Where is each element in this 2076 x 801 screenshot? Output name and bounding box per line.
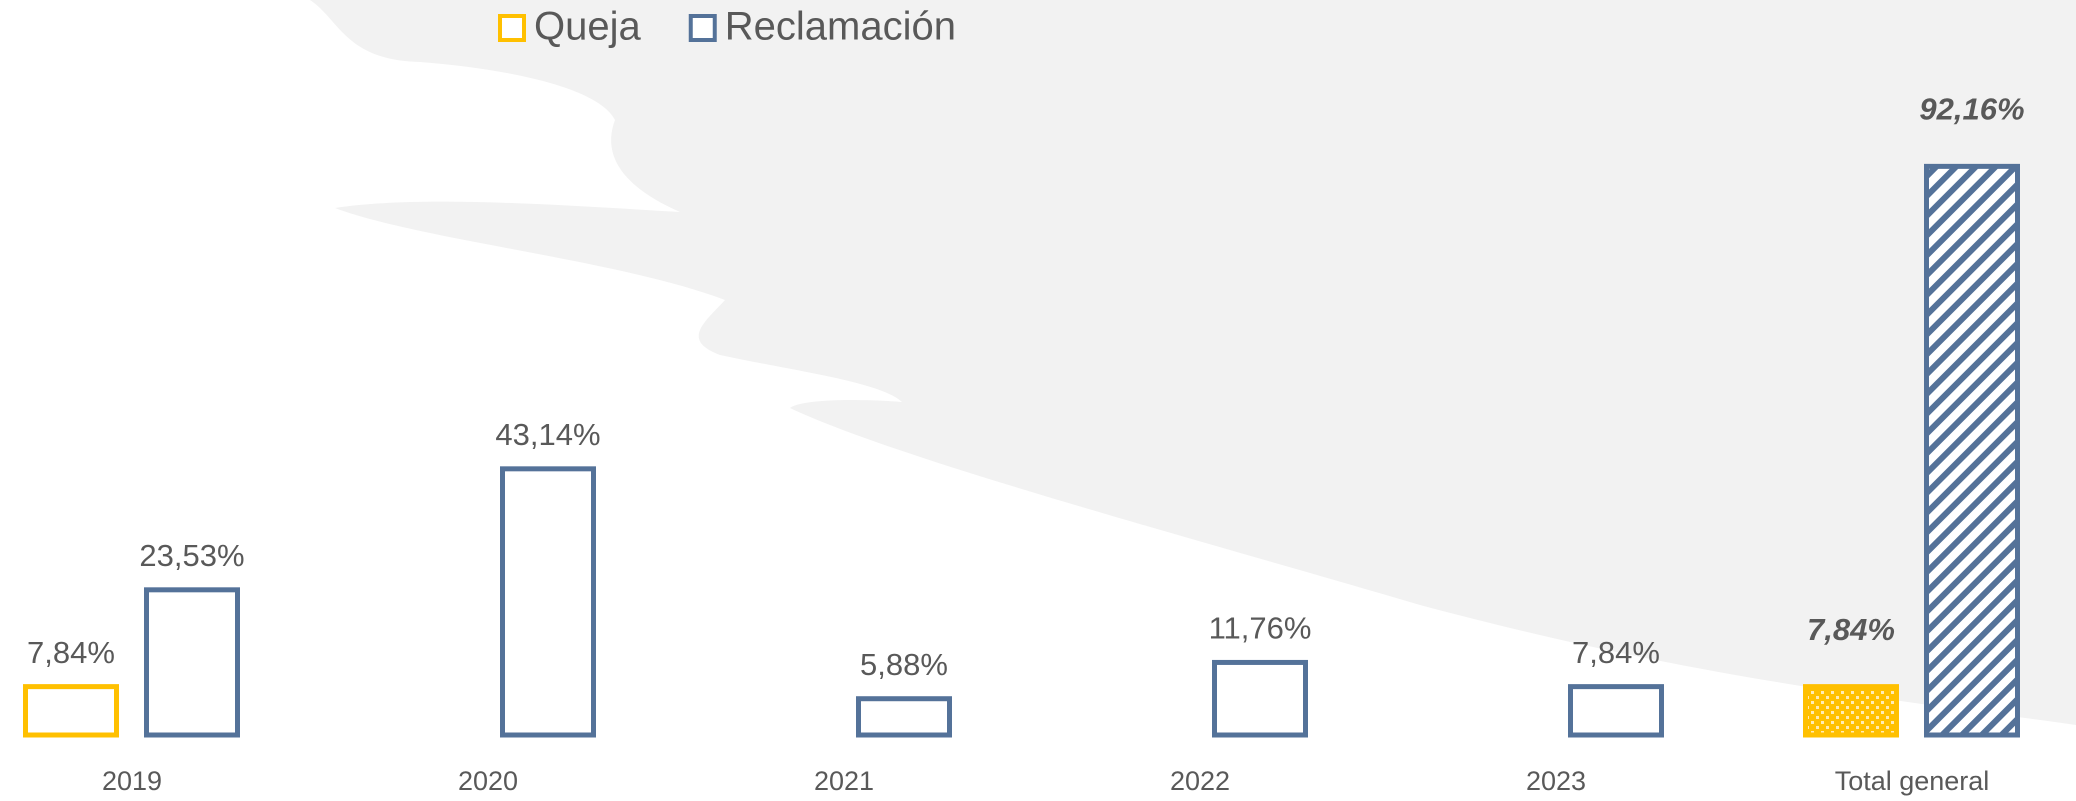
value-label: 5,88% [860,647,948,682]
legend: Queja Reclamación [498,5,956,49]
background-shape [310,0,2076,725]
value-label: 11,76% [1209,611,1312,646]
bar [144,587,240,738]
legend-label: Reclamación [725,5,956,49]
x-tick-label: 2022 [1170,766,1230,796]
legend-swatch [688,14,717,42]
value-label: 7,84% [27,635,115,670]
legend-swatch [498,14,526,42]
value-label: 7,84% [1807,612,1895,647]
plot-area: 2019 7,84% 23,53% 2020 43,14% 2021 5,88% 2022 11… [23,92,2025,796]
bar [856,696,952,738]
x-tick-label: 2019 [102,766,162,796]
legend-label: Queja [534,5,641,49]
bar [23,684,119,738]
x-tick-label: Total general [1835,766,1990,796]
x-tick-label: 2023 [1526,766,1586,796]
value-label: 43,14% [495,417,600,452]
bar [1924,163,2020,738]
bar [1568,684,1664,738]
value-label: 92,16% [1919,92,2024,127]
value-label: 7,84% [1572,635,1660,670]
x-tick-label: 2021 [814,766,874,796]
value-label: 23,53% [139,538,244,573]
x-tick-label: 2020 [458,766,518,796]
bar [1803,684,1899,738]
bar [1212,659,1308,738]
bar [500,466,596,738]
